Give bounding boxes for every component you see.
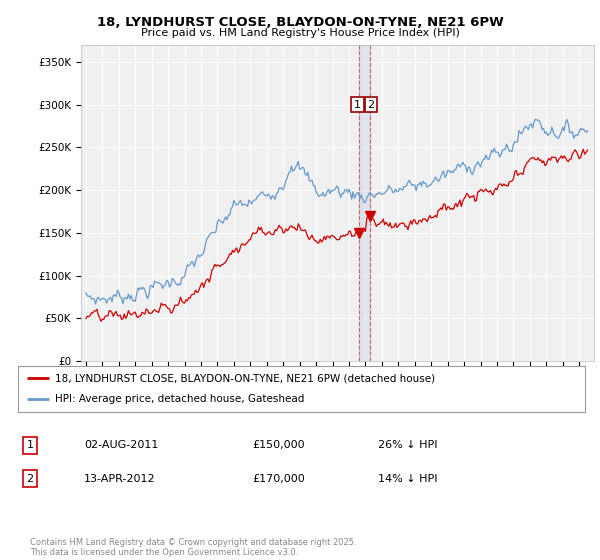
Text: 26% ↓ HPI: 26% ↓ HPI xyxy=(378,440,437,450)
Text: Contains HM Land Registry data © Crown copyright and database right 2025.
This d: Contains HM Land Registry data © Crown c… xyxy=(30,538,356,557)
Text: £170,000: £170,000 xyxy=(252,474,305,484)
Text: £150,000: £150,000 xyxy=(252,440,305,450)
Text: HPI: Average price, detached house, Gateshead: HPI: Average price, detached house, Gate… xyxy=(55,394,304,404)
Text: 18, LYNDHURST CLOSE, BLAYDON-ON-TYNE, NE21 6PW (detached house): 18, LYNDHURST CLOSE, BLAYDON-ON-TYNE, NE… xyxy=(55,373,435,383)
Text: 18, LYNDHURST CLOSE, BLAYDON-ON-TYNE, NE21 6PW: 18, LYNDHURST CLOSE, BLAYDON-ON-TYNE, NE… xyxy=(97,16,503,29)
Bar xyxy=(359,45,370,361)
Text: Price paid vs. HM Land Registry's House Price Index (HPI): Price paid vs. HM Land Registry's House … xyxy=(140,28,460,38)
Text: 1: 1 xyxy=(26,440,34,450)
Text: 02-AUG-2011: 02-AUG-2011 xyxy=(84,440,158,450)
Text: 13-APR-2012: 13-APR-2012 xyxy=(84,474,155,484)
Text: 14% ↓ HPI: 14% ↓ HPI xyxy=(378,474,437,484)
Text: 2: 2 xyxy=(26,474,34,484)
Text: 1: 1 xyxy=(354,100,361,110)
Text: 2: 2 xyxy=(367,100,374,110)
